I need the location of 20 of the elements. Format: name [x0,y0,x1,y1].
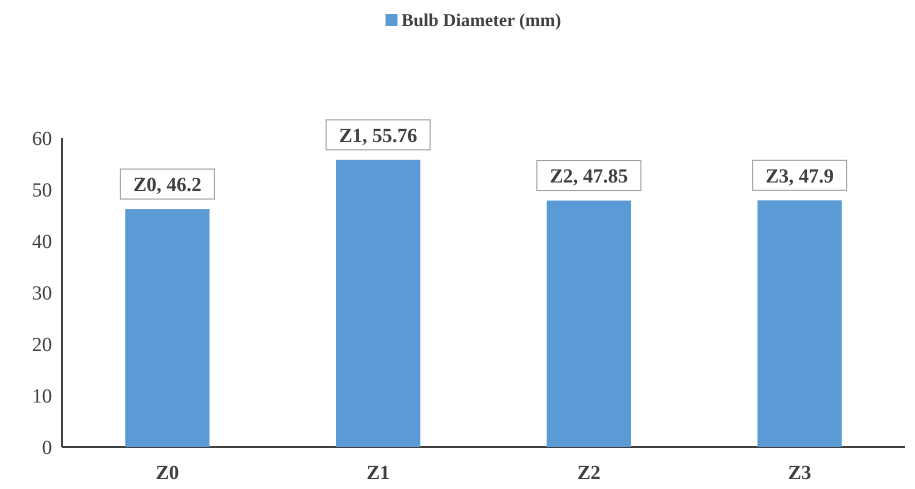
data-label: Z0, 46.2 [133,174,202,196]
x-tick-label: Z0 [156,462,180,484]
y-tick-label: 20 [32,334,52,356]
x-tick-label: Z1 [366,462,390,484]
y-tick-label: 10 [32,386,52,408]
bar [546,200,632,447]
bar [757,200,842,447]
data-label: Z3, 47.9 [765,165,834,188]
bar [336,160,420,447]
y-tick-label: 40 [32,231,52,253]
y-tick-label: 60 [32,128,52,150]
data-label: Z1, 55.76 [338,124,418,147]
bar [125,209,210,447]
y-tick-label: 0 [42,437,52,459]
x-tick-label: Z3 [788,462,812,484]
x-tick-label: Z2 [577,462,601,484]
legend-label: Bulb Diameter (mm) [402,10,562,30]
y-tick-label: 30 [32,282,52,304]
data-label: Z2, 47.85 [550,166,628,188]
y-tick-label: 50 [32,180,52,202]
